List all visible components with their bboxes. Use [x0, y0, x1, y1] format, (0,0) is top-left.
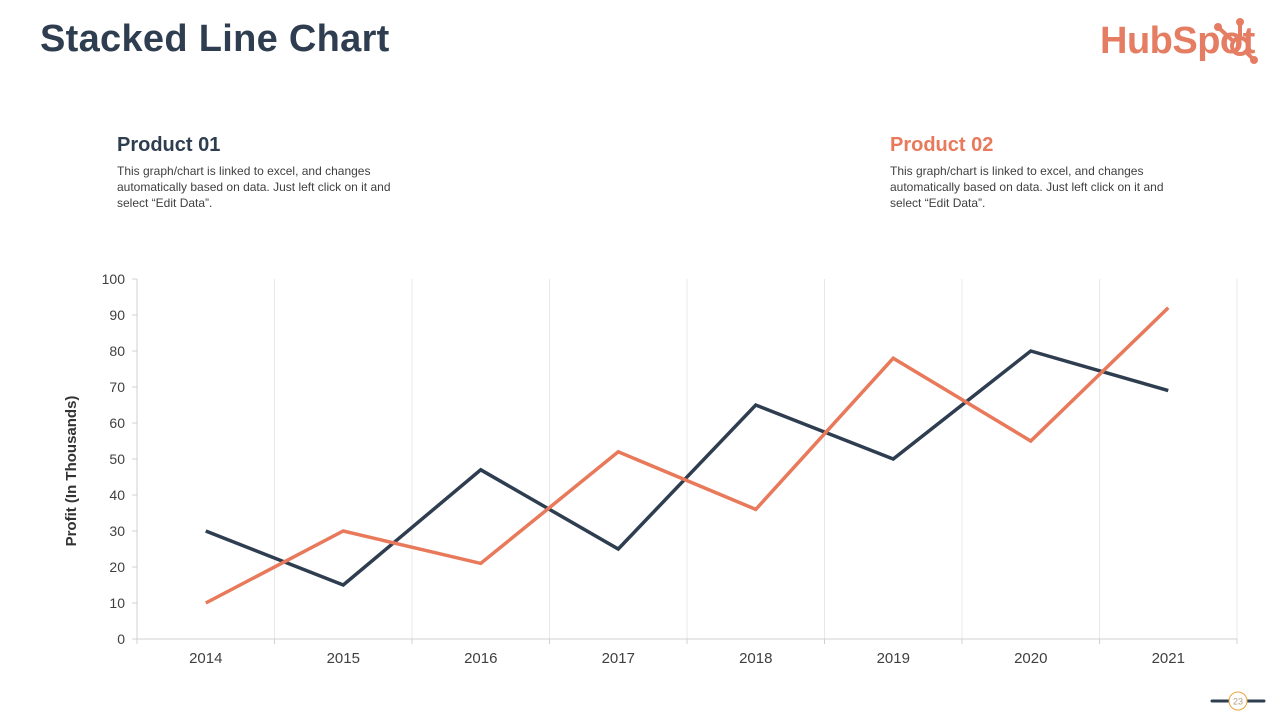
chart-labels: 0 10 20 30 40 50 60 70 80 90 100 2014 2015 2016 2017 20…: [63, 271, 1185, 667]
sprocket-icon: [1214, 18, 1258, 64]
product-02-heading: Product 02: [890, 134, 994, 156]
product-01-description: This graph/chart is linked to excel, and…: [117, 164, 391, 210]
x-tick-label: 2015: [327, 650, 360, 667]
x-tick-label: 2020: [1014, 650, 1047, 667]
page-number-badge: 23: [1210, 691, 1266, 711]
series-line-1: [205, 349, 1169, 588]
y-tick-label: 10: [109, 595, 125, 611]
chart-axes: [132, 278, 1238, 644]
y-tick-label: 70: [109, 379, 125, 395]
y-axis-title: Profit (In Thousands): [63, 396, 80, 547]
chart-grid: [136, 279, 1238, 639]
y-tick-label: 80: [109, 343, 125, 359]
y-tick-label: 90: [109, 307, 125, 323]
y-tick-label: 50: [109, 451, 125, 467]
x-tick-label: 2017: [602, 650, 635, 667]
series-line-2: [204, 306, 1170, 605]
y-tick-label: 20: [109, 559, 125, 575]
y-tick-label: 30: [109, 523, 125, 539]
slide-title: Stacked Line Chart: [40, 18, 390, 60]
x-tick-label: 2018: [739, 650, 772, 667]
product-01-block: Product 01 This graph/chart is linked to…: [117, 134, 407, 211]
x-tick-label: 2019: [877, 650, 910, 667]
y-tick-label: 60: [109, 415, 125, 431]
logo-text: HubSpot: [1100, 20, 1255, 62]
x-tick-label: 2021: [1152, 650, 1185, 667]
hubspot-logo: HubSpot: [1098, 14, 1266, 70]
product-02-block: Product 02 This graph/chart is linked to…: [890, 134, 1180, 211]
chart-series: [204, 306, 1170, 605]
y-tick-label: 100: [102, 271, 126, 287]
x-tick-label: 2016: [464, 650, 497, 667]
product-02-description: This graph/chart is linked to excel, and…: [890, 164, 1164, 210]
x-tick-label: 2014: [189, 650, 222, 667]
product-01-heading: Product 01: [117, 134, 221, 156]
page-number: 23: [1233, 697, 1243, 707]
y-tick-label: 40: [109, 487, 125, 503]
y-tick-label: 0: [117, 631, 125, 647]
